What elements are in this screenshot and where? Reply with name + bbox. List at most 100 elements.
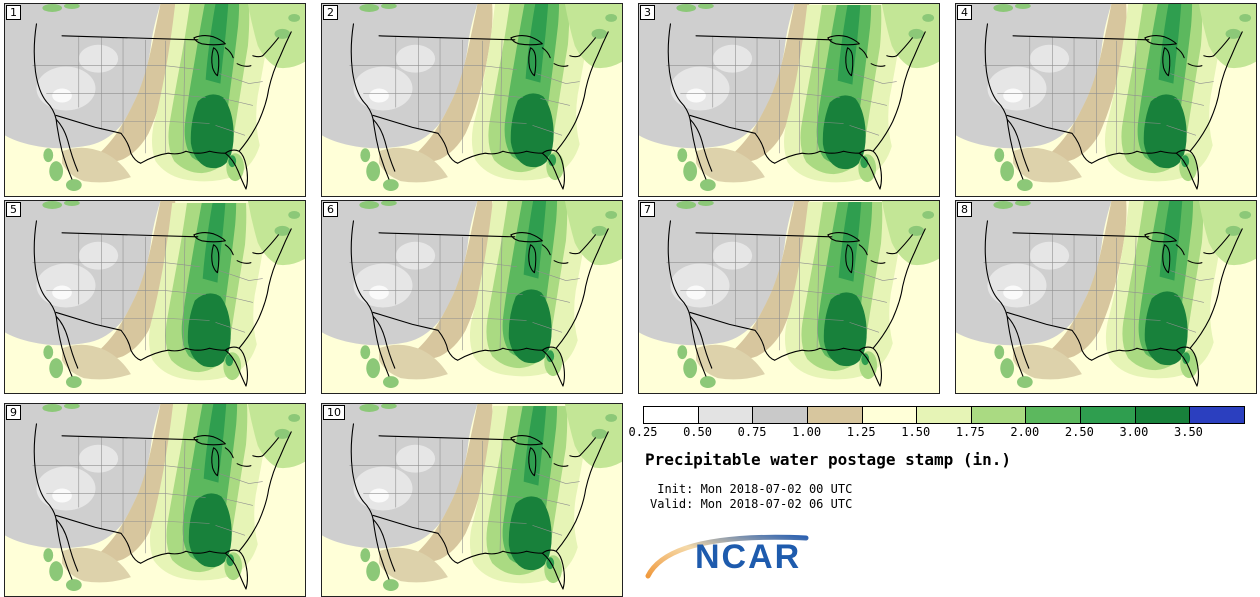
pwat-map-svg	[5, 201, 305, 393]
pwat-tan-band	[1013, 201, 1127, 380]
coastline	[350, 220, 609, 387]
state-borders	[983, 232, 1214, 351]
chart-title: Precipitable water postage stamp (in.)	[645, 450, 1012, 469]
coastline	[350, 423, 609, 590]
coastline	[33, 23, 292, 190]
pwat-moist-plume	[469, 405, 587, 584]
green-specks	[993, 4, 1033, 192]
ensemble-member-panel: 5	[4, 200, 306, 394]
init-time: Init: Mon 2018-07-02 00 UTC	[650, 482, 853, 496]
coastline	[350, 23, 609, 190]
state-borders	[32, 435, 263, 554]
pwat-tan-band	[1013, 4, 1127, 183]
ncar-logo-text: NCAR	[695, 538, 802, 576]
colorbar-segment	[971, 407, 1027, 423]
colorbar-segment	[1081, 407, 1136, 423]
colorbar-tick-label: 1.25	[846, 425, 876, 439]
member-number-badge: 3	[640, 5, 655, 20]
green-specks	[359, 404, 399, 592]
colorbar-tick-label: 1.00	[792, 425, 822, 439]
coastline	[667, 220, 926, 387]
pwat-map-svg	[639, 201, 939, 393]
pwat-northeast-region	[247, 404, 305, 469]
pwat-moist-plume	[149, 404, 267, 581]
pwat-tan-band	[379, 404, 493, 583]
ensemble-member-panel: 4	[955, 3, 1257, 197]
green-specks	[993, 201, 1033, 389]
green-specks	[42, 4, 82, 192]
ensemble-member-panel: 7	[638, 200, 940, 394]
colorbar-segment	[1026, 407, 1082, 423]
member-number-badge: 4	[957, 5, 972, 20]
colorbar-segment	[753, 407, 808, 423]
green-specks	[676, 4, 716, 192]
pwat-map-svg	[322, 404, 622, 596]
coastline	[667, 23, 926, 190]
colorbar-tick-label: 0.25	[628, 425, 658, 439]
pwat-northeast-region	[564, 404, 622, 469]
colorbar-tick-label: 3.00	[1119, 425, 1149, 439]
member-number-badge: 8	[957, 202, 972, 217]
pwat-northeast-region	[881, 201, 939, 266]
green-specks	[359, 201, 399, 389]
colorbar-segment	[1135, 407, 1191, 423]
member-number-badge: 9	[6, 405, 21, 420]
pwat-moist-plume	[784, 201, 902, 380]
pwat-northeast-region	[247, 4, 305, 69]
pwat-tan-band	[62, 201, 176, 380]
colorbar-segment	[1190, 407, 1245, 423]
pwat-map-svg	[956, 4, 1256, 196]
pwat-northeast-region	[1198, 201, 1256, 266]
green-specks	[42, 201, 82, 389]
coastline	[33, 423, 292, 590]
green-specks	[42, 404, 82, 592]
pwat-moist-plume	[469, 201, 587, 377]
coastline	[984, 23, 1243, 190]
colorbar-tick-label: 0.75	[737, 425, 767, 439]
member-number-badge: 5	[6, 202, 21, 217]
colorbar-segment	[644, 407, 699, 423]
state-borders	[349, 35, 580, 154]
member-number-badge: 2	[323, 5, 338, 20]
ensemble-member-panel: 2	[321, 3, 623, 197]
ncar-logo: NCAR ensemble.ucar.edu	[640, 516, 940, 597]
pwat-tan-band	[696, 201, 810, 380]
valid-time: Valid: Mon 2018-07-02 06 UTC	[650, 497, 853, 511]
ensemble-member-panel: 8	[955, 200, 1257, 394]
pwat-tan-band	[696, 4, 810, 183]
pwat-map-svg	[956, 201, 1256, 393]
pwat-tan-band	[379, 4, 493, 183]
state-borders	[32, 232, 263, 351]
state-borders	[666, 232, 897, 351]
pwat-tan-band	[62, 404, 176, 583]
colorbar-tick-label: 2.00	[1010, 425, 1040, 439]
ensemble-member-panel: 6	[321, 200, 623, 394]
legend-panel: 0.25 0.50 0.75 1.00 1.25 1.50 1.75 2.00 2.50 3.00…	[629, 404, 1258, 597]
colorbar-segment	[698, 407, 754, 423]
pwat-low-gray-region	[322, 4, 478, 149]
state-borders	[349, 435, 580, 554]
pwat-map-svg	[322, 4, 622, 196]
ensemble-member-panel: 1	[4, 3, 306, 197]
ncar-swoosh-icon	[645, 534, 809, 579]
pwat-map-svg	[322, 201, 622, 393]
pwat-moist-plume	[471, 4, 589, 181]
ensemble-member-panel: 3	[638, 3, 940, 197]
coastline	[33, 220, 292, 387]
pwat-northeast-region	[1198, 4, 1256, 69]
pwat-low-gray-region	[322, 404, 478, 549]
colorbar	[643, 406, 1245, 424]
pwat-map-svg	[5, 4, 305, 196]
colorbar-tick-label: 1.50	[901, 425, 931, 439]
colorbar-tick-labels: 0.25 0.50 0.75 1.00 1.25 1.50 1.75 2.00 2.50 3.00…	[629, 425, 1243, 440]
state-borders	[983, 35, 1214, 154]
colorbar-tick-label: 0.50	[683, 425, 712, 439]
ensemble-member-panel: 9	[4, 403, 306, 597]
member-number-badge: 1	[6, 5, 21, 20]
colorbar-segment	[917, 407, 972, 423]
colorbar-tick-label: 2.50	[1064, 425, 1094, 439]
green-specks	[359, 4, 399, 192]
pwat-tan-band	[379, 201, 493, 380]
colorbar-segment	[807, 407, 863, 423]
